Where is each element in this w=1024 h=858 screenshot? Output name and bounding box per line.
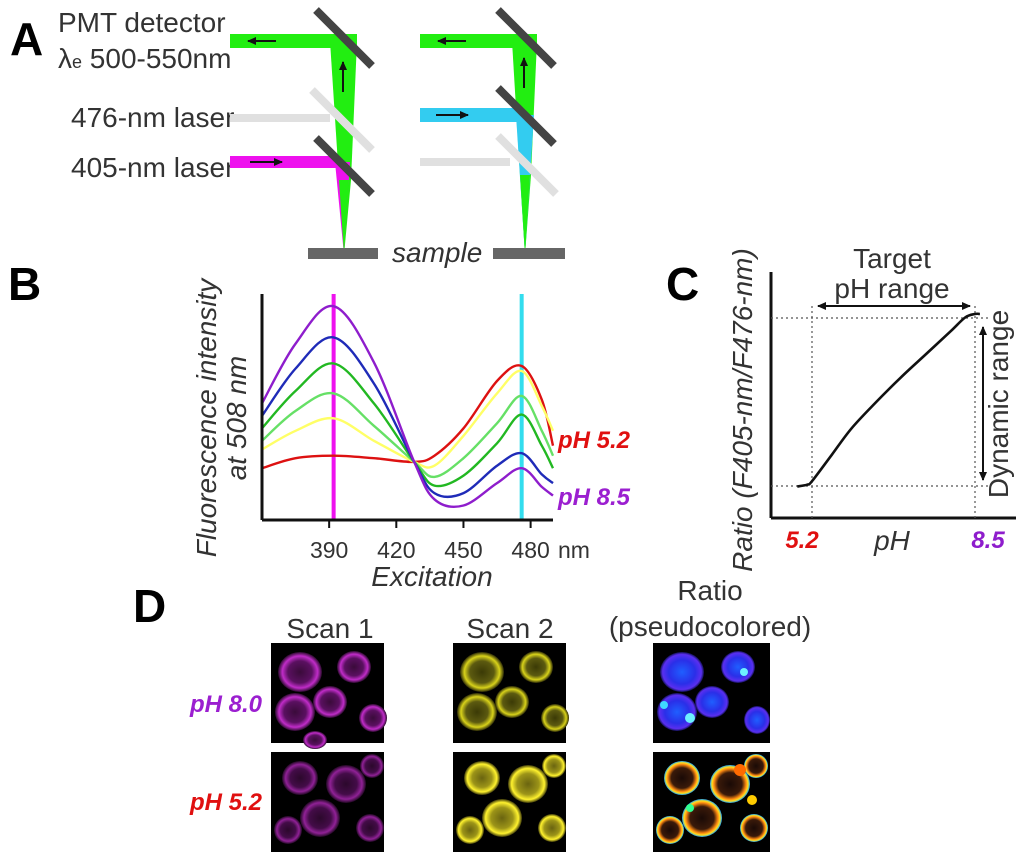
laser-476-label: 476-nm laser [71,102,234,133]
b-vertical-markers [331,294,524,520]
b-series-line-3 [261,362,555,488]
d-image-scan2-ph5 [453,752,566,852]
d-col-ratio-line1: Ratio [677,575,742,606]
left-sample-slab [308,248,378,259]
b-tick-label-390: 390 [310,537,348,563]
left-excitation-beam-405 [230,156,340,168]
wavelength-range: 500-550nm [82,43,231,74]
right-inactive-dichroic [495,133,559,197]
b-series-group [260,304,555,508]
c-annotation-target-line2: pH range [834,273,949,304]
b-series-line-5 [261,369,555,469]
c-xlabel: pH [873,525,911,556]
d-row-ph-high: pH 8.0 [189,691,263,718]
d-image-ratio-ph5 [653,752,770,852]
b-ylabel-line2: at 508 nm [221,356,252,481]
left-inactive-laser-476 [230,114,330,122]
left-emission-beam-vertical [330,41,357,255]
left-emission-beam-horizontal [230,34,357,48]
b-tick-label-450: 450 [444,537,482,563]
b-xlabel: Excitation [371,561,492,592]
d-col-scan1: Scan 1 [286,613,373,644]
c-annotation-dynamic: Dynamic range [983,310,1014,498]
c-ylabel: Ratio (F405-nm/F476-nm) [727,248,758,572]
d-col-scan2: Scan 2 [466,613,553,644]
left-dichroic-mirror [313,135,375,197]
right-emission-cone [520,175,530,255]
panel-label-a: A [10,13,43,65]
b-series-line-1 [260,304,554,508]
right-sample-slab [493,248,565,259]
b-label-ph-high: pH 8.5 [557,484,631,511]
panel-label-d: D [133,580,166,632]
b-ylabel-line1: Fluorescence intensity [191,277,222,558]
right-inactive-laser-405 [420,158,510,166]
pmt-wavelength-label: λe 500-550nm [58,43,231,74]
panel-label-c: C [666,258,699,310]
b-tick-group: 390 420 450 480 [310,520,550,563]
panel-label-b: B [8,258,41,310]
left-top-mirror [313,7,375,69]
lambda-subscript: e [72,52,82,72]
panel-c-chart: Target pH range Ratio (F405-nm/F476-nm) … [727,243,1016,572]
d-image-scan1-ph5 [271,752,384,852]
b-series-line-2 [261,336,554,498]
b-series-line-4 [261,391,555,479]
b-tick-label-420: 420 [377,537,415,563]
panel-d-images: Scan 1 Scan 2 Ratio (pseudocolored) pH 8… [189,575,811,852]
d-image-scan1-ph8 [271,643,387,749]
c-annotation-target-line1: Target [853,243,931,274]
b-series-line-6 [261,364,555,470]
left-inactive-dichroic [309,87,375,153]
left-emission-cone [339,180,349,255]
sample-label: sample [392,237,482,268]
right-dichroic-mirror [495,85,557,147]
laser-405-label: 405-nm laser [71,152,234,183]
d-row-ph-low: pH 5.2 [189,789,263,816]
b-tick-label-480: 480 [511,537,549,563]
right-top-mirror [495,7,557,69]
right-emission-beam-horizontal [420,34,537,48]
b-x-unit: nm [558,537,590,563]
lambda-symbol: λ [58,43,72,74]
c-tick-high: 8.5 [971,527,1005,554]
c-ratio-curve [796,312,980,488]
d-image-ratio-ph8 [653,643,770,743]
panel-a-optical-diagram: PMT detector λe 500-550nm 476-nm laser 4… [58,7,565,268]
d-col-ratio-line2: (pseudocolored) [609,611,811,642]
c-tick-low: 5.2 [785,527,819,554]
right-excitation-beam-476 [420,108,520,122]
panel-b-chart: Fluorescence intensity at 508 nm 390 420 4… [191,277,631,592]
pmt-detector-label: PMT detector [58,7,226,38]
b-label-ph-low: pH 5.2 [557,427,631,454]
c-series-group [796,312,980,488]
d-image-scan2-ph8 [453,643,569,743]
